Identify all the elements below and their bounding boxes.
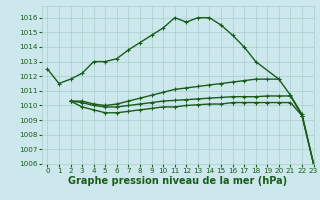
X-axis label: Graphe pression niveau de la mer (hPa): Graphe pression niveau de la mer (hPa) [68, 176, 287, 186]
